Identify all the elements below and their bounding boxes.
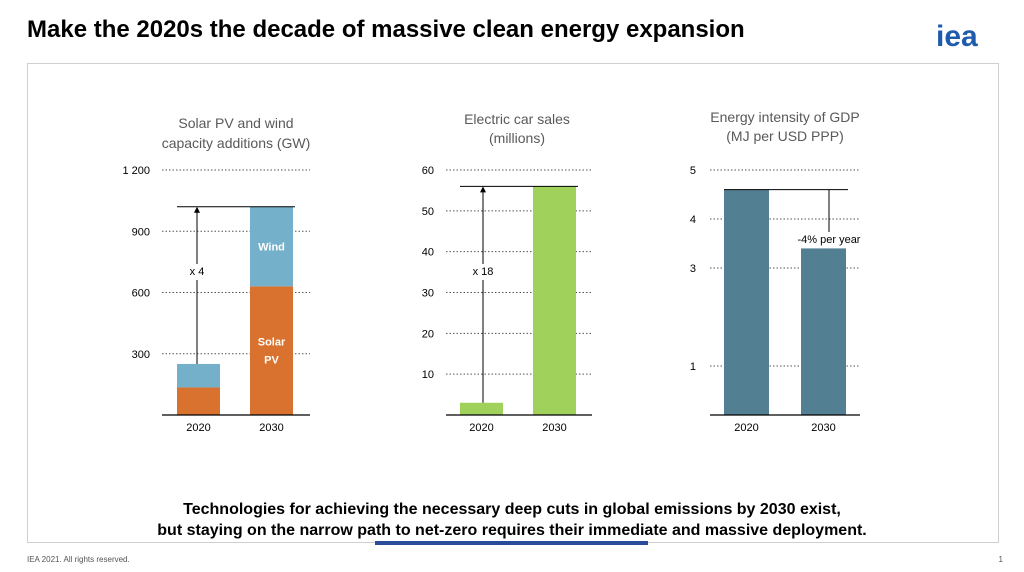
- chart-1-title-line-1: Solar PV and wind: [178, 115, 293, 131]
- chart-1-category-label-2020: 2020: [186, 422, 210, 434]
- chart-3-ytick-label: 3: [690, 263, 696, 275]
- chart-2-annotation: x 18: [473, 266, 494, 278]
- chart-2-title-line-1: Electric car sales: [464, 111, 570, 127]
- chart-2-ytick-label: 20: [422, 328, 434, 340]
- chart-1-bar-solar-pv-2030: [250, 286, 293, 415]
- chart-1-title-line-2: capacity additions (GW): [162, 135, 311, 151]
- chart-1-bar-wind-2020: [177, 363, 220, 388]
- chart-1-category-label-2030: 2030: [259, 422, 283, 434]
- charts-area: Solar PV and wind capacity additions (GW)…: [122, 109, 863, 434]
- chart-3-ytick-label: 4: [690, 214, 696, 226]
- conclusion-line-2: but staying on the narrow path to net-ze…: [157, 522, 867, 539]
- conclusion-line-1: Technologies for achieving the necessary…: [183, 501, 841, 518]
- chart-1-annotation-bg: [183, 264, 213, 280]
- chart-1-ytick-label: 1 200: [122, 165, 150, 177]
- page-number: 1: [998, 555, 1003, 564]
- chart-1-ytick-label: 600: [132, 288, 150, 300]
- conclusion-text: Technologies for achieving the necessary…: [100, 499, 924, 541]
- logo-text: iea: [936, 22, 978, 50]
- chart-2-title-line-2: (millions): [489, 130, 545, 146]
- chart-3-category-label-2030: 2030: [811, 422, 835, 434]
- chart-2-bar-2020: [460, 402, 503, 415]
- chart-2-annotation-bg: [469, 264, 499, 280]
- chart-2-category-label-2030: 2030: [542, 422, 566, 434]
- chart-1-annotation: x 4: [190, 266, 205, 278]
- copyright-footer: IEA 2021. All rights reserved.: [27, 555, 130, 564]
- chart-1-bar-solar-pv-2020: [177, 387, 220, 415]
- chart-2-arrowhead: [480, 186, 486, 193]
- chart-1-arrowhead: [194, 206, 200, 213]
- chart-2-ytick-label: 40: [422, 247, 434, 259]
- chart-2-ytick-label: 30: [422, 288, 434, 300]
- chart-3-annotation-bg: [795, 232, 863, 248]
- chart-1-series-label: Wind: [258, 242, 285, 254]
- chart-3-bar-2030: [801, 248, 846, 415]
- chart-2-bar-2030: [533, 186, 576, 415]
- slide-title: Make the 2020s the decade of massive cle…: [27, 16, 745, 43]
- chart-3-title-line-1: Energy intensity of GDP: [710, 109, 859, 125]
- chart-3-ytick-label: 5: [690, 165, 696, 177]
- chart-2-category-label-2020: 2020: [469, 422, 493, 434]
- chart-3-category-label-2020: 2020: [734, 422, 758, 434]
- chart-3-bar-2020: [724, 189, 769, 415]
- chart-1-bar-wind-2030: [250, 206, 293, 287]
- chart-2-ytick-label: 50: [422, 206, 434, 218]
- chart-2-ytick-label: 10: [422, 369, 434, 381]
- chart-1-ytick-label: 900: [132, 226, 150, 238]
- chart-2-ytick-label: 60: [422, 165, 434, 177]
- chart-1-series-label: PV: [264, 355, 279, 367]
- chart-1-ytick-label: 300: [132, 349, 150, 361]
- chart-3-annotation: -4% per year: [798, 234, 861, 246]
- chart-1-series-label: Solar: [258, 337, 286, 349]
- chart-3-title-line-2: (MJ per USD PPP): [726, 128, 843, 144]
- accent-bar: [375, 541, 648, 545]
- chart-3-ytick-label: 1: [690, 361, 696, 373]
- iea-logo-icon: iea: [936, 22, 978, 50]
